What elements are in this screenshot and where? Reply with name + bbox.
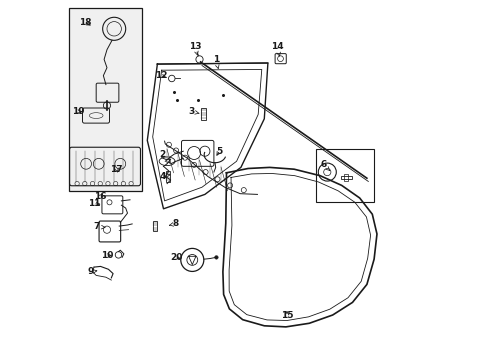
Text: 13: 13 bbox=[188, 41, 201, 55]
Text: 11: 11 bbox=[88, 199, 101, 208]
Text: 3: 3 bbox=[188, 107, 199, 116]
Text: 16: 16 bbox=[94, 192, 106, 201]
Text: 2: 2 bbox=[159, 150, 170, 163]
Circle shape bbox=[214, 256, 218, 259]
Bar bbox=[152, 221, 156, 231]
Text: 14: 14 bbox=[270, 41, 283, 56]
Text: 4: 4 bbox=[159, 172, 170, 181]
Text: 6: 6 bbox=[320, 161, 329, 171]
Bar bbox=[316, 149, 373, 202]
Bar bbox=[200, 108, 205, 120]
Text: 10: 10 bbox=[101, 251, 113, 260]
Bar bbox=[340, 176, 351, 179]
Text: 1: 1 bbox=[212, 55, 219, 68]
Text: 12: 12 bbox=[154, 71, 167, 80]
Text: 18: 18 bbox=[79, 18, 91, 27]
Text: 7: 7 bbox=[94, 222, 105, 231]
Text: 9: 9 bbox=[87, 267, 97, 276]
Text: 19: 19 bbox=[72, 107, 84, 116]
Text: 5: 5 bbox=[216, 147, 222, 156]
Bar bbox=[166, 171, 170, 182]
Text: 17: 17 bbox=[110, 165, 123, 174]
Bar bbox=[343, 174, 347, 181]
Text: 15: 15 bbox=[280, 310, 293, 320]
Bar bbox=[69, 8, 142, 191]
Text: 8: 8 bbox=[169, 219, 178, 228]
Text: 20: 20 bbox=[169, 253, 182, 262]
